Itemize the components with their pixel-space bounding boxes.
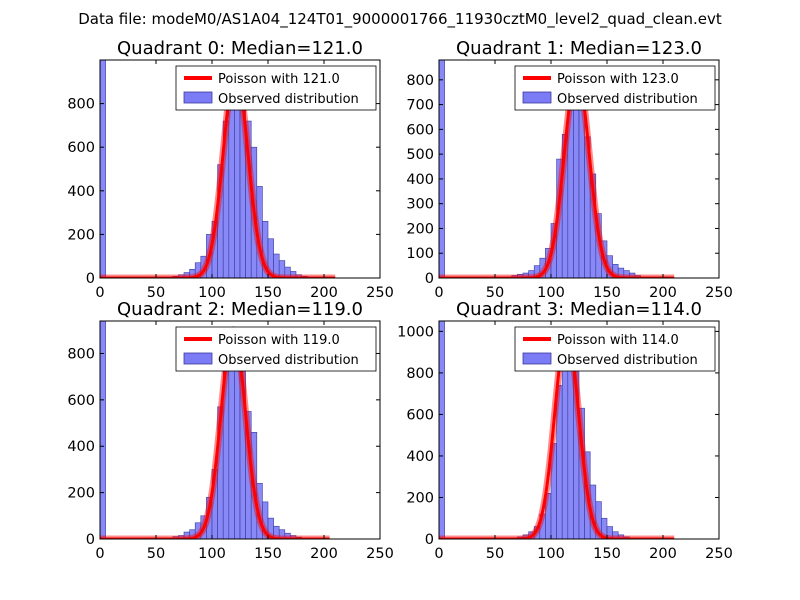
legend-label-observed: Observed distribution [557, 353, 698, 368]
x-tick-label: 250 [366, 285, 394, 301]
legend-bar-swatch [183, 91, 213, 104]
quadrant-0-plot-area [100, 60, 336, 278]
x-tick-label: 200 [310, 285, 338, 301]
y-tick-label: 800 [67, 346, 95, 362]
legend-label-poisson: Poisson with 123.0 [557, 72, 679, 87]
quadrant-2-title: Quadrant 2: Median=119.0 [117, 299, 363, 320]
quadrant-1-plot-area [439, 60, 675, 278]
x-tick-label: 0 [434, 285, 443, 301]
legend: Poisson with 121.0 Observed distribution [175, 65, 377, 111]
histogram-bar [439, 321, 445, 539]
x-tick-label: 0 [434, 546, 443, 562]
quadrant-1-panel: Quadrant 1: Median=123.0 0 50 100 150 200 250… [406, 38, 733, 301]
y-tick-label: 200 [67, 486, 95, 502]
legend-label-poisson: Poisson with 121.0 [218, 72, 340, 87]
y-tick-label: 0 [86, 271, 95, 287]
y-tick-label: 400 [406, 449, 434, 465]
x-tick-label: 100 [537, 546, 565, 562]
axes-frame [438, 320, 720, 540]
x-tick-label: 50 [147, 285, 165, 301]
x-tick-label: 50 [486, 546, 504, 562]
legend-label-poisson: Poisson with 114.0 [557, 333, 679, 348]
legend-label-poisson: Poisson with 119.0 [218, 333, 340, 348]
y-tick-label: 200 [406, 221, 434, 237]
quadrant-0-panel: Quadrant 0: Median=121.0 0 50 100 150 200 250… [67, 38, 394, 301]
axes-frame [99, 59, 381, 279]
poisson-curve [100, 69, 336, 278]
x-tick-label: 50 [486, 285, 504, 301]
y-tick-label: 800 [406, 366, 434, 382]
x-tick-label: 150 [593, 285, 621, 301]
quadrant-0-title: Quadrant 0: Median=121.0 [117, 38, 363, 59]
histogram-bar [439, 60, 445, 278]
x-tick-label: 0 [95, 546, 104, 562]
y-tick-label: 300 [406, 197, 434, 213]
figure-suptitle: Data file: modeM0/AS1A04_124T01_90000017… [78, 10, 722, 29]
legend-bar-swatch [522, 91, 552, 104]
legend-bar-swatch [183, 352, 213, 365]
poisson-curve [439, 329, 675, 539]
y-tick-label: 200 [67, 227, 95, 243]
histogram-bar [100, 321, 106, 539]
y-tick-label: 800 [67, 97, 95, 113]
x-tick-label: 100 [198, 285, 226, 301]
legend: Poisson with 119.0 Observed distribution [175, 326, 377, 372]
y-tick-label: 0 [425, 532, 434, 548]
y-tick-label: 700 [406, 98, 434, 114]
x-tick-label: 250 [705, 285, 733, 301]
y-tick-label: 600 [406, 407, 434, 423]
y-tick-label: 100 [406, 246, 434, 262]
y-tick-label: 500 [406, 147, 434, 163]
x-tick-label: 0 [95, 285, 104, 301]
legend-label-observed: Observed distribution [218, 353, 359, 368]
x-tick-label: 50 [147, 546, 165, 562]
y-tick-label: 400 [406, 172, 434, 188]
x-tick-label: 200 [649, 546, 677, 562]
histogram-bar [100, 60, 106, 278]
y-tick-label: 400 [67, 439, 95, 455]
x-tick-label: 250 [366, 546, 394, 562]
y-tick-label: 800 [406, 73, 434, 89]
x-tick-label: 100 [198, 546, 226, 562]
y-tick-label: 600 [406, 122, 434, 138]
x-tick-label: 150 [254, 285, 282, 301]
x-tick-label: 200 [649, 285, 677, 301]
y-tick-label: 600 [67, 140, 95, 156]
quadrant-3-plot-area [439, 321, 675, 539]
legend-label-observed: Observed distribution [557, 92, 698, 107]
y-tick-label: 200 [406, 490, 434, 506]
legend-bar-swatch [522, 352, 552, 365]
quadrant-3-title: Quadrant 3: Median=114.0 [456, 299, 702, 320]
poisson-curve [100, 328, 330, 539]
legend-label-observed: Observed distribution [218, 92, 359, 107]
x-tick-label: 100 [537, 285, 565, 301]
y-tick-label: 1000 [397, 324, 434, 340]
legend: Poisson with 123.0 Observed distribution [514, 65, 716, 111]
quadrant-2-panel: Quadrant 2: Median=119.0 0 50 100 150 200 250… [67, 299, 394, 562]
axes-frame [438, 59, 720, 279]
axes-frame [99, 320, 381, 540]
legend: Poisson with 114.0 Observed distribution [514, 326, 716, 372]
quadrant-2-plot-area [100, 321, 330, 539]
y-tick-label: 400 [67, 184, 95, 200]
poisson-curve [439, 70, 675, 278]
y-tick-label: 0 [425, 271, 434, 287]
histogram-bar [573, 81, 580, 278]
x-tick-label: 250 [705, 546, 733, 562]
quadrant-3-panel: Quadrant 3: Median=114.0 0 50 100 150 200 250… [397, 299, 733, 562]
x-tick-label: 150 [254, 546, 282, 562]
x-tick-label: 200 [310, 546, 338, 562]
y-tick-label: 0 [86, 532, 95, 548]
y-tick-label: 600 [67, 393, 95, 409]
quadrant-1-title: Quadrant 1: Median=123.0 [456, 38, 702, 59]
x-tick-label: 150 [593, 546, 621, 562]
